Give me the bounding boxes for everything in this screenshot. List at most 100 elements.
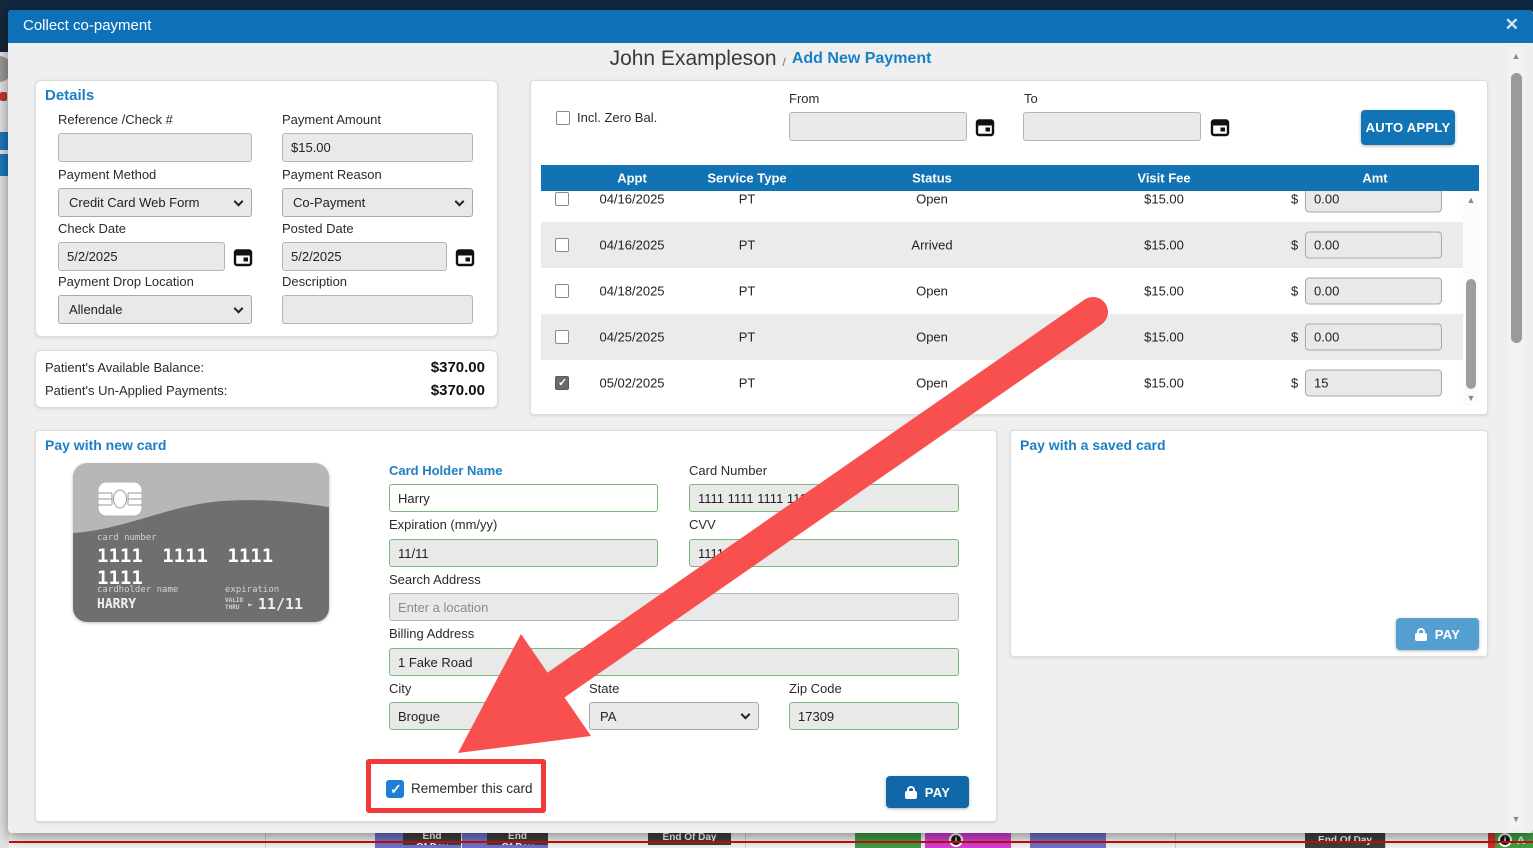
pay-button-label: PAY (1434, 626, 1461, 642)
incl-zero-bal-checkbox[interactable] (556, 111, 570, 125)
status-cell: Open (916, 191, 948, 207)
visit-fee-cell: $15.00 (1144, 375, 1184, 391)
new-card-title: Pay with new card (45, 437, 167, 453)
col-service-type: Service Type (707, 170, 787, 186)
end-of-day-badge: End Of Day (1305, 833, 1385, 848)
modal-title: Collect co-payment (23, 17, 152, 34)
saved-card-title: Pay with a saved card (1020, 437, 1166, 453)
expiry-arrow-icon: ► (248, 599, 253, 609)
calendar-icon[interactable] (975, 117, 995, 137)
auto-apply-button[interactable]: AUTO APPLY (1361, 110, 1455, 145)
background-app-topbar (0, 0, 1533, 12)
payment-amount-input[interactable] (282, 133, 473, 162)
scroll-down-icon[interactable]: ▼ (1511, 814, 1521, 824)
appointment-block (855, 833, 921, 848)
card-expiry-row: VALID THRU ► 11/11 (225, 595, 303, 613)
incl-zero-bal-label: Incl. Zero Bal. (577, 110, 658, 125)
state-label: State (589, 681, 620, 696)
zip-code-input[interactable] (789, 702, 959, 730)
schedule-gridline (1385, 830, 1386, 848)
modal-scrollbar: ▲ ▼ (1507, 47, 1525, 830)
available-balance-label: Patient's Available Balance: (45, 360, 205, 375)
expiration-caption: expiration (225, 585, 280, 595)
card-holder-name-label: Card Holder Name (389, 463, 503, 478)
modal-scrollbar-thumb[interactable] (1511, 73, 1522, 343)
expiration-input[interactable] (389, 539, 658, 567)
available-balance-row: Patient's Available Balance: $370.00 (45, 359, 485, 376)
card-holder-name-input[interactable] (389, 484, 658, 512)
table-scrollbar-thumb[interactable] (1466, 279, 1476, 389)
currency-prefix: $ (1291, 283, 1299, 299)
chevron-down-icon (740, 709, 751, 720)
col-appt: Appt (617, 170, 647, 186)
amt-input[interactable] (1305, 277, 1442, 305)
from-label: From (789, 91, 820, 106)
valid-thru-label: VALID THRU (225, 597, 244, 611)
chevron-down-icon (454, 196, 465, 207)
close-icon[interactable]: ✕ (1504, 15, 1519, 34)
amt-input[interactable] (1305, 369, 1442, 397)
payment-amount-label: Payment Amount (282, 112, 381, 127)
reference-input[interactable] (58, 133, 252, 162)
state-select[interactable]: PA (589, 702, 759, 730)
scroll-up-icon[interactable]: ▲ (1511, 51, 1521, 61)
to-date-input[interactable] (1023, 112, 1201, 141)
description-input[interactable] (282, 295, 473, 324)
calendar-icon[interactable] (1210, 117, 1230, 137)
pay-button-label: PAY (924, 784, 951, 800)
drop-location-select[interactable]: Allendale (58, 295, 252, 324)
add-new-payment-link[interactable]: Add New Payment (791, 50, 932, 67)
city-label: City (389, 681, 412, 696)
calendar-icon[interactable] (233, 247, 253, 267)
card-number-input[interactable] (689, 484, 959, 512)
available-balance-value: $370.00 (430, 359, 485, 376)
row-checkbox[interactable] (555, 192, 569, 206)
info-icon: i (1498, 833, 1512, 847)
appt-cell: 04/25/2025 (599, 329, 665, 345)
state-value: PA (600, 708, 617, 724)
chevron-down-icon (233, 196, 244, 207)
status-cell: Open (916, 329, 948, 345)
payment-reason-select[interactable]: Co-Payment (282, 188, 473, 217)
amt-input[interactable] (1305, 231, 1442, 259)
search-address-input[interactable] (389, 593, 959, 621)
from-date-input[interactable] (789, 112, 967, 141)
service-type-cell: PT (738, 329, 756, 345)
breadcrumb-separator: / (782, 55, 786, 69)
table-row: 05/02/2025 PT Open $15.00 $ (541, 360, 1479, 406)
payment-reason-label: Payment Reason (282, 167, 382, 182)
cvv-input[interactable] (689, 539, 959, 567)
billing-address-input[interactable] (389, 648, 959, 676)
patient-name: John Exampleson (609, 47, 777, 70)
card-dark-band (73, 500, 329, 622)
pay-new-card-button[interactable]: PAY (886, 776, 969, 808)
visit-fee-cell: $15.00 (1144, 283, 1184, 299)
details-panel: Details Reference /Check # Payment Amoun… (35, 80, 498, 337)
remember-card-label: Remember this card (411, 781, 533, 796)
reference-label: Reference /Check # (58, 112, 173, 127)
col-amt: Amt (1362, 170, 1388, 186)
remember-card-checkbox[interactable] (386, 780, 404, 798)
scroll-down-icon[interactable]: ▼ (1466, 393, 1476, 403)
col-status: Status (912, 170, 952, 186)
amt-input[interactable] (1305, 191, 1442, 213)
payment-method-select[interactable]: Credit Card Web Form (58, 188, 252, 217)
pay-saved-card-button[interactable]: PAY (1396, 618, 1479, 650)
card-chip-icon (97, 481, 143, 521)
breadcrumb: John Exampleson / Add New Payment (8, 43, 1533, 75)
row-checkbox[interactable] (555, 238, 569, 252)
check-date-input[interactable] (58, 242, 225, 271)
row-checkbox[interactable] (555, 376, 569, 390)
posted-date-input[interactable] (282, 242, 447, 271)
amt-input[interactable] (1305, 323, 1442, 351)
card-number-embossed: 1111 1111 1111 1111 (97, 545, 274, 589)
row-checkbox[interactable] (555, 284, 569, 298)
calendar-icon[interactable] (455, 247, 475, 267)
city-input[interactable] (389, 702, 559, 730)
row-checkbox[interactable] (555, 330, 569, 344)
scroll-up-icon[interactable]: ▲ (1466, 195, 1476, 205)
balance-panel: Patient's Available Balance: $370.00 Pat… (35, 350, 498, 408)
appt-cell: 04/18/2025 (599, 283, 665, 299)
